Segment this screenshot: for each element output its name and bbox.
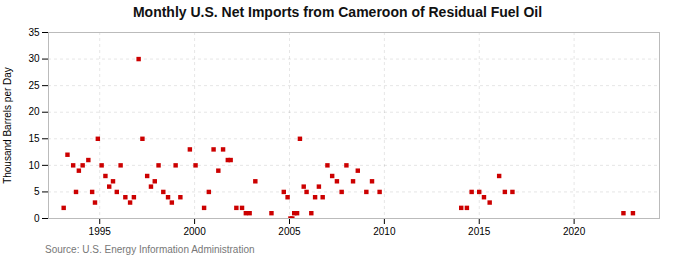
svg-text:2015: 2015 — [468, 226, 491, 237]
svg-text:0: 0 — [34, 213, 40, 224]
svg-text:35: 35 — [28, 27, 40, 38]
html-text:Monthly U.S. Net Imports from: Monthly U.S. Net Imports from Cameroon o… — [132, 4, 543, 20]
svg-text:15: 15 — [28, 133, 40, 144]
svg-text:25: 25 — [28, 80, 40, 91]
svg-text:Thousand Barrels per Day: Thousand Barrels per Day — [2, 67, 13, 184]
svg-text:20: 20 — [28, 106, 40, 117]
svg-text:2005: 2005 — [278, 226, 301, 237]
svg-text:2010: 2010 — [373, 226, 396, 237]
svg-text:5: 5 — [34, 186, 40, 197]
svg-text:2000: 2000 — [183, 226, 206, 237]
svg-text:1995: 1995 — [89, 226, 112, 237]
svg-text:30: 30 — [28, 53, 40, 64]
html-text:Source: U.S. Energy Informatio: Source: U.S. Energy Information Administ… — [45, 244, 255, 255]
svg-text:10: 10 — [28, 160, 40, 171]
svg-text:2020: 2020 — [563, 226, 586, 237]
